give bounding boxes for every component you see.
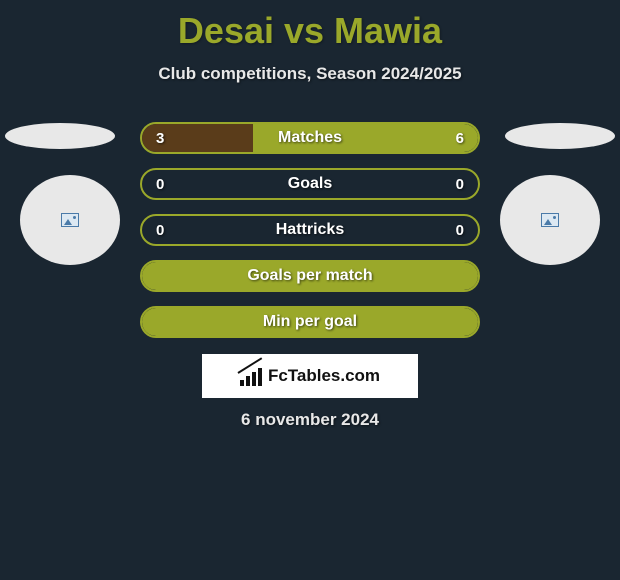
page-date: 6 november 2024: [0, 410, 620, 430]
stats-container: 36Matches 00Goals 00Hattricks Goals per mat…: [140, 122, 480, 352]
stat-label: Goals: [142, 175, 478, 193]
left-team-badge: [20, 175, 120, 265]
stat-label: Goals per match: [142, 267, 478, 285]
stat-label: Min per goal: [142, 313, 478, 331]
stat-row: Min per goal: [140, 306, 480, 338]
stat-row: 00Hattricks: [140, 214, 480, 246]
bar-chart-icon: [240, 366, 264, 386]
page-subtitle: Club competitions, Season 2024/2025: [0, 64, 620, 84]
image-placeholder-icon: [61, 213, 79, 227]
page-title: Desai vs Mawia: [0, 0, 620, 52]
stat-row: Goals per match: [140, 260, 480, 292]
stat-row: 00Goals: [140, 168, 480, 200]
brand-text: FcTables.com: [268, 366, 380, 386]
left-team-pill: [5, 123, 115, 149]
stat-row: 36Matches: [140, 122, 480, 154]
image-placeholder-icon: [541, 213, 559, 227]
stat-label: Hattricks: [142, 221, 478, 239]
stat-label: Matches: [142, 129, 478, 147]
right-team-pill: [505, 123, 615, 149]
right-team-badge: [500, 175, 600, 265]
brand-box: FcTables.com: [202, 354, 418, 398]
